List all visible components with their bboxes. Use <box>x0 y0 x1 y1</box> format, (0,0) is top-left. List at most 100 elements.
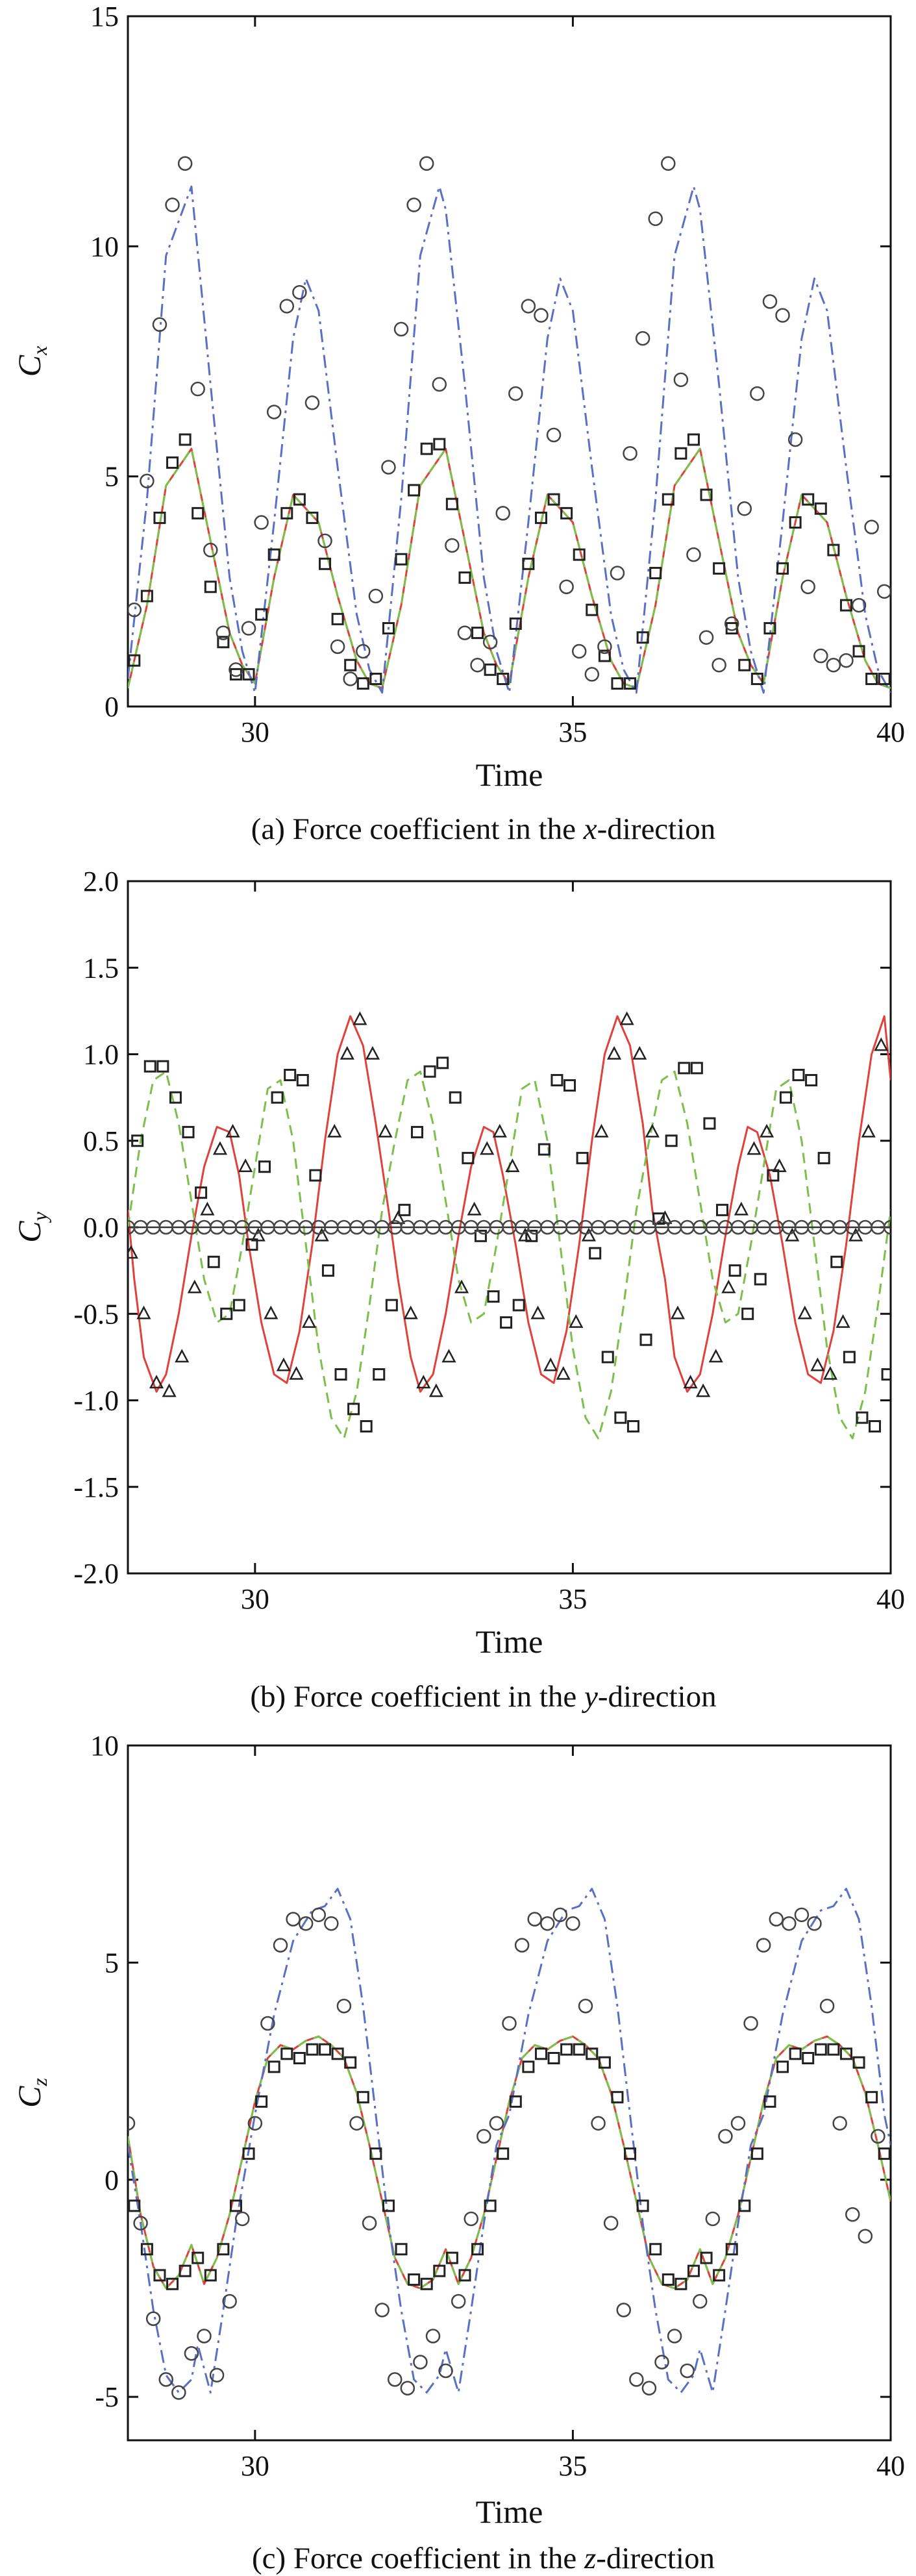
data-point-triangle <box>619 1011 634 1025</box>
y-axis-label: Cz <box>11 2078 51 2108</box>
data-point-square <box>789 2047 802 2060</box>
data-point-triangle <box>492 1123 507 1138</box>
data-point-circle <box>673 372 689 388</box>
data-point-circle <box>514 1938 530 1953</box>
x-tick-label: 35 <box>558 1583 587 1615</box>
data-point-circle <box>177 156 193 171</box>
panel-caption: (b) Force coefficient in the y-direction <box>250 1680 716 1714</box>
data-point-circle <box>667 2329 682 2344</box>
data-point-square <box>843 1351 856 1364</box>
data-point-square <box>242 668 255 681</box>
data-point-triangle <box>238 1158 253 1172</box>
x-tick-label: 30 <box>241 1583 269 1615</box>
data-point-circle <box>432 377 447 392</box>
data-point-circle <box>145 2311 161 2326</box>
data-point-triangle <box>569 1314 584 1328</box>
data-point-square <box>356 2091 369 2104</box>
data-point-triangle <box>606 1045 622 1060</box>
data-point-square <box>245 1238 258 1251</box>
data-point-circle <box>152 317 167 332</box>
data-point-square <box>153 2269 166 2282</box>
data-point-circle <box>571 644 587 659</box>
data-point-square <box>217 636 230 649</box>
data-point-square <box>802 2052 815 2064</box>
data-point-square <box>471 627 484 640</box>
data-point-square <box>713 562 726 575</box>
data-point-circle <box>597 639 612 655</box>
data-point-square <box>267 548 280 561</box>
data-point-square <box>665 1134 678 1147</box>
data-point-square <box>547 2052 560 2064</box>
data-point-circle <box>266 405 282 419</box>
data-point-square <box>598 649 611 662</box>
data-point-square <box>802 493 815 506</box>
data-point-triangle <box>658 1210 673 1224</box>
data-point-circle <box>832 2116 847 2131</box>
data-point-square <box>522 2060 535 2073</box>
data-point-circle <box>413 2355 428 2370</box>
data-point-square <box>166 2277 179 2290</box>
data-point-circle <box>311 1907 326 1923</box>
data-point-circle <box>648 211 663 227</box>
data-point-circle <box>693 2294 708 2309</box>
data-point-triangle <box>594 1123 609 1138</box>
data-point-square <box>344 658 357 671</box>
data-point-triangle <box>391 1210 406 1224</box>
y-axis-label-sub: x <box>28 346 51 356</box>
data-point-square <box>128 654 141 667</box>
data-point-square <box>408 484 421 497</box>
data-point-square <box>487 1290 500 1303</box>
data-point-circle <box>813 648 828 664</box>
data-point-circle <box>718 2129 733 2144</box>
data-point-square <box>626 1419 639 1432</box>
data-point-circle <box>769 1912 784 1927</box>
data-point-square <box>728 1264 741 1277</box>
data-point-circle <box>279 299 295 314</box>
data-point-square <box>436 1057 449 1069</box>
data-point-square <box>321 1264 334 1277</box>
data-point-circle <box>286 1912 301 1927</box>
data-point-square <box>690 1062 703 1075</box>
data-point-square <box>229 2199 242 2212</box>
plot-frame <box>127 15 892 708</box>
data-point-square <box>738 658 751 671</box>
data-point-triangle <box>162 1383 177 1397</box>
data-point-square <box>232 1299 245 1312</box>
data-point-square <box>512 1299 525 1312</box>
caption-variable: y <box>582 1680 598 1714</box>
data-point-circle <box>425 2329 441 2344</box>
data-point-triangle <box>327 1123 342 1138</box>
data-point-circle <box>349 2116 364 2131</box>
data-point-circle <box>839 653 854 668</box>
data-point-circle <box>343 671 358 686</box>
data-point-circle <box>819 1999 835 2014</box>
data-point-circle <box>128 602 142 618</box>
data-point-circle <box>502 2016 517 2031</box>
data-point-square <box>538 1143 551 1156</box>
data-point-circle <box>540 1916 555 1931</box>
data-point-square <box>856 1411 869 1424</box>
data-point-square <box>624 677 637 690</box>
data-point-square <box>408 2273 421 2286</box>
series-group <box>128 1011 891 1440</box>
data-point-triangle <box>517 1227 533 1242</box>
data-point-triangle <box>734 1201 749 1216</box>
y-tick-label: 10 <box>90 231 119 262</box>
data-point-circle <box>489 2116 504 2131</box>
panel-b: -2.0 -1.5 -1.0 -0.5 0.0 0.5 1.0 1.5 2.0 30 35 40 Tim… <box>11 866 905 1714</box>
data-point-square <box>560 2043 573 2056</box>
x-axis-label: Time <box>476 1623 543 1660</box>
data-point-circle <box>368 588 384 604</box>
data-point-square <box>754 1273 767 1286</box>
data-point-circle <box>304 395 320 410</box>
data-point-square <box>497 672 510 685</box>
y-tick-label: -1.5 <box>73 1471 119 1503</box>
data-point-triangle <box>128 1245 138 1259</box>
data-point-square <box>497 2147 510 2160</box>
data-point-triangle <box>403 1305 418 1319</box>
data-point-triangle <box>289 1366 304 1380</box>
data-point-circle <box>654 2355 669 2370</box>
data-point-square <box>639 1333 652 1346</box>
data-point-square <box>255 2095 268 2108</box>
data-point-triangle <box>225 1123 240 1138</box>
